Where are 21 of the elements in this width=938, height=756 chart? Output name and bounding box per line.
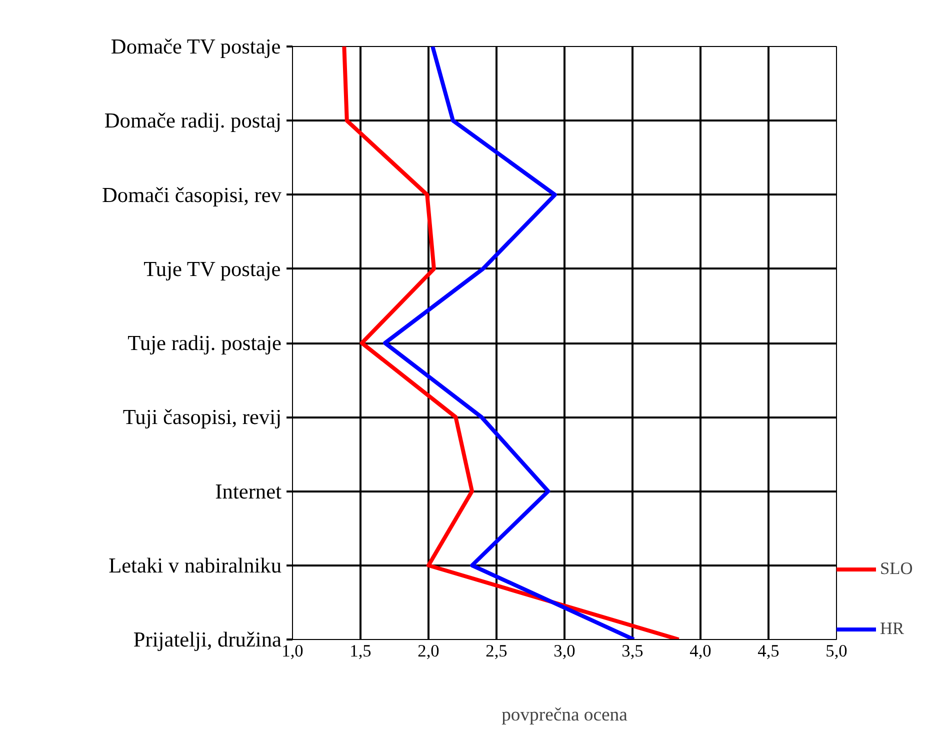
y-tick-label: Prijatelji, družina xyxy=(133,628,282,652)
y-tick-label: Tuji časopisi, revij xyxy=(122,405,282,430)
x-axis-title: povprečna ocena xyxy=(502,704,628,726)
y-tick-label: Letaki v nabiralniku xyxy=(108,553,282,578)
x-tick-label: 2,0 xyxy=(418,642,440,660)
x-tick-label: 1,0 xyxy=(282,642,304,660)
x-tick-label: 1,5 xyxy=(350,642,372,660)
x-tick-label: 4,0 xyxy=(690,642,712,660)
x-tick-label: 4,5 xyxy=(758,642,780,660)
legend-label: HR xyxy=(880,619,904,639)
x-tick-label: 3,5 xyxy=(622,642,644,660)
y-tick-label: Domače radij. postaj xyxy=(104,108,282,133)
y-tick-label: Tuje TV postaje xyxy=(144,256,281,281)
y-tick-label: Tuje radij. postaje xyxy=(128,331,282,355)
y-tick-label: Internet xyxy=(215,479,282,504)
x-tick-label: 5,0 xyxy=(826,642,848,660)
x-tick-label: 2,5 xyxy=(486,642,508,660)
x-tick-label: 3,0 xyxy=(554,642,576,660)
y-tick-label: Domači časopisi, rev xyxy=(102,182,282,207)
y-tick-label: Domače TV postaje xyxy=(110,34,281,58)
legend-label: SLO xyxy=(880,559,913,579)
